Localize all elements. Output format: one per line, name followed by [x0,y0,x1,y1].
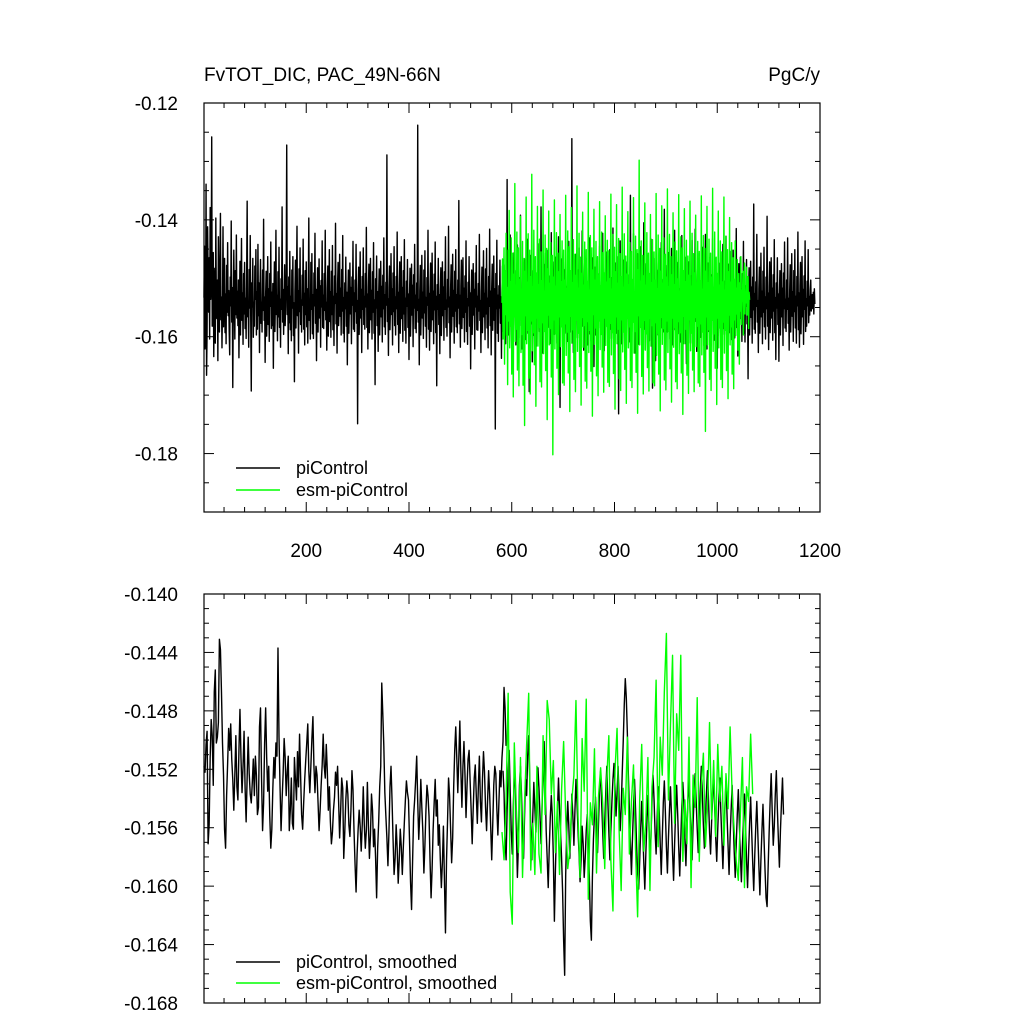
top-series-line-1 [501,159,751,456]
top-x-tick-label: 600 [496,541,528,562]
top-x-tick-label: 800 [599,541,631,562]
top-axes: 200 400 600 800 1000 1200 -0.18 -0.16 -0.14 -0.12 [135,94,841,562]
top-series-lines [203,124,816,456]
legend-label-esm-picontrol-smoothed: esm-piControl, smoothed [296,973,497,993]
bottom-y-tick-label: -0.152 [124,760,178,781]
bottom-y-tick-label: -0.164 [124,936,178,957]
legend-label-picontrol: piControl [296,458,368,478]
top-y-tick-label: -0.16 [135,328,178,349]
bottom-panel: -0.168 -0.164 -0.160 -0.156 -0.152 -0.148 -0.1… [124,585,821,1015]
top-x-tick-label: 1000 [696,541,738,562]
bottom-legend: piControl, smoothed esm-piControl, smoot… [236,952,497,993]
top-chart-units: PgC/y [768,65,820,86]
top-y-tick-label: -0.12 [135,94,178,115]
bottom-axes: -0.168 -0.164 -0.160 -0.156 -0.152 -0.148 -0.1… [124,585,821,1015]
top-x-tick-label: 400 [393,541,425,562]
bottom-series-line-2 [501,632,754,925]
bottom-y-tick-label: -0.148 [124,702,178,723]
bottom-y-tick-label: -0.144 [124,643,178,664]
bottom-series-lines [203,632,785,976]
legend-label-esm-picontrol: esm-piControl [296,480,408,500]
top-legend: piControl esm-piControl [236,458,408,500]
top-chart-title: FvTOT_DIC, PAC_49N-66N [204,65,441,86]
top-panel: FvTOT_DIC, PAC_49N-66N PgC/y 200 400 600 80… [135,65,841,562]
top-x-tick-label: 200 [290,541,322,562]
bottom-y-tick-label: -0.156 [124,819,178,840]
top-y-tick-label: -0.14 [135,211,179,232]
bottom-series-line-0 [203,638,507,934]
bottom-y-tick-label: -0.140 [124,585,178,606]
top-x-tick-label: 1200 [799,541,841,562]
top-y-tick-label: -0.18 [135,445,178,466]
legend-label-picontrol-smoothed: piControl, smoothed [296,952,457,972]
bottom-y-tick-label: -0.160 [124,877,178,898]
bottom-y-tick-label: -0.168 [124,994,178,1015]
